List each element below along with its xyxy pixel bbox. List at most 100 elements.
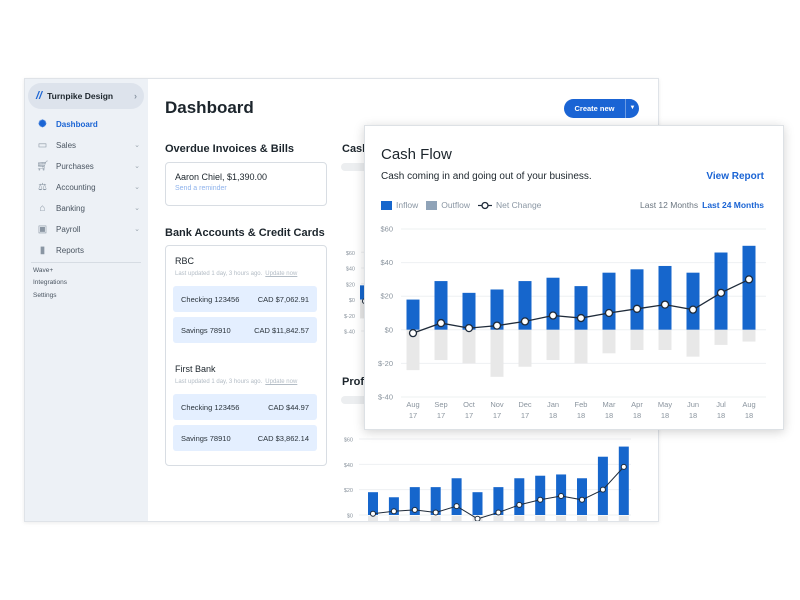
outflow-bar (514, 516, 525, 521)
range-selector: Last 12 Months Last 24 Months (640, 200, 764, 210)
net-change-point (436, 318, 446, 328)
sidebar-item-dashboard[interactable]: ✺ Dashboard (25, 114, 148, 134)
sidebar-link-wave-plus[interactable]: Wave+ (33, 267, 54, 274)
net-change-point (390, 508, 397, 515)
x-tick-label: Aug 17 (406, 400, 419, 420)
update-now-link[interactable]: Update now (265, 379, 298, 385)
inflow-bar (602, 272, 616, 330)
inflow-bar (518, 281, 532, 330)
account-row[interactable]: Savings 78910 CAD $3,862.14 (173, 425, 317, 451)
net-change-point (453, 503, 460, 510)
net-change-point (464, 323, 474, 333)
cashflow-title: Cash Flow (381, 146, 452, 163)
inflow-bar (546, 277, 560, 330)
y-tick-label: $-20 (378, 359, 393, 368)
inflow-bar (686, 272, 700, 330)
cashflow-subtitle: Cash coming in and going out of your bus… (381, 171, 592, 182)
range-24-months[interactable]: Last 24 Months (702, 200, 764, 210)
account-name: Savings 78910 (181, 433, 231, 443)
sidebar-item-label: Reports (56, 245, 85, 255)
inflow-bar (388, 497, 399, 515)
sidebar-item-label: Dashboard (56, 119, 98, 129)
sidebar-item-purchases[interactable]: 🛒︎ Purchases ⌄ (25, 156, 148, 176)
outflow-bar (618, 516, 629, 521)
caret-down-icon[interactable]: ▼ (625, 99, 639, 118)
outflow-bar (518, 329, 532, 367)
sidebar-link-settings[interactable]: Settings (33, 292, 57, 299)
sidebar-link-integrations[interactable]: Integrations (33, 279, 67, 286)
outflow-bar (714, 329, 728, 345)
update-now-link[interactable]: Update now (265, 271, 298, 277)
send-reminder-link[interactable]: Send a reminder (175, 185, 227, 192)
bank-name: RBC (175, 256, 195, 266)
outflow-bar (630, 329, 644, 350)
account-row[interactable]: Checking 123456 CAD $44.97 (173, 394, 317, 420)
dashboard-icon: ✺ (38, 118, 47, 130)
chevron-down-icon[interactable]: ⌄ (134, 184, 140, 191)
inflow-bar (597, 456, 608, 515)
create-new-button[interactable]: Create new ▼ (564, 99, 639, 118)
last-updated-text: Last updated 1 day, 3 hours ago. (175, 271, 263, 277)
inflow-bar (409, 487, 420, 515)
net-change-point (599, 486, 606, 493)
chevron-down-icon[interactable]: ⌄ (134, 142, 140, 149)
inflow-bar (472, 492, 483, 515)
sidebar-item-sales[interactable]: ▭ Sales ⌄ (25, 135, 148, 155)
page-title: Dashboard (165, 98, 254, 117)
net-change-point (579, 496, 585, 503)
outflow-bar (462, 329, 476, 364)
range-12-months[interactable]: Last 12 Months (640, 200, 699, 210)
sidebar: // Turnpike Design › ✺ Dashboard ▭ Sales ⌄ 🛒︎… (25, 79, 148, 521)
business-switcher[interactable]: // Turnpike Design › (28, 83, 144, 109)
account-row[interactable]: Checking 123456 CAD $7,062.91 (173, 286, 317, 312)
sidebar-item-payroll[interactable]: ▣ Payroll ⌄ (25, 219, 148, 239)
account-balance: CAD $3,862.14 (257, 433, 309, 443)
cashflow-popup-card: Cash Flow Cash coming in and going out o… (364, 125, 784, 430)
outflow-bar (490, 329, 504, 377)
outflow-bar (574, 329, 588, 364)
y-tick-label: $60 (346, 251, 355, 257)
inflow-bar (451, 478, 462, 515)
outflow-bar (409, 516, 420, 521)
profit-chart: $60 $40 $20 $0 (344, 437, 631, 521)
inflow-bar (658, 265, 672, 330)
sidebar-item-label: Banking (56, 203, 85, 213)
bank-accounts-heading: Bank Accounts & Credit Cards (165, 227, 325, 239)
y-tick-label: $-40 (344, 330, 355, 336)
view-report-link[interactable]: View Report (706, 171, 764, 182)
sidebar-divider (31, 262, 141, 263)
outflow-bar (546, 329, 560, 361)
net-change-point (604, 308, 614, 318)
x-tick-label: Aug 18 (742, 400, 755, 420)
outflow-bar (388, 516, 399, 521)
cart-icon: 🛒︎ (36, 160, 49, 172)
account-row[interactable]: Savings 78910 CAD $11,842.57 (173, 317, 317, 343)
sidebar-item-accounting[interactable]: ⚖︎ Accounting ⌄ (25, 177, 148, 197)
net-change-point (620, 463, 627, 470)
y-tick-label: $0 (349, 298, 355, 304)
outflow-bar (535, 516, 546, 521)
x-tick-label: Feb 18 (575, 400, 588, 420)
y-tick-label: $40 (380, 258, 393, 267)
y-tick-label: $60 (380, 225, 393, 234)
bank-accounts-card: RBC Last updated 1 day, 3 hours ago. Upda… (165, 245, 327, 466)
account-balance: CAD $11,842.57 (254, 325, 309, 335)
chevron-down-icon[interactable]: ⌄ (134, 163, 140, 170)
inflow-bar (493, 487, 504, 515)
chevron-down-icon[interactable]: ⌄ (134, 205, 140, 212)
net-change-point (537, 496, 544, 503)
main-content: Dashboard Create new ▼ Overdue Invoices … (148, 79, 658, 521)
inflow-bar (618, 446, 629, 515)
y-tick-label: $60 (344, 437, 353, 443)
x-tick-label: Jan 18 (547, 400, 559, 420)
x-tick-label: Jun 18 (687, 400, 699, 420)
sidebar-item-reports[interactable]: ▮ Reports (25, 240, 148, 260)
inflow-bar (535, 475, 546, 515)
sidebar-item-banking[interactable]: ⌂ Banking ⌄ (25, 198, 148, 218)
chevron-down-icon[interactable]: ⌄ (134, 226, 140, 233)
chevron-right-icon: › (134, 91, 137, 101)
outflow-bar (658, 329, 672, 350)
outflow-bar (686, 329, 700, 357)
y-tick-label: $40 (346, 267, 355, 273)
account-balance: CAD $44.97 (268, 402, 309, 412)
